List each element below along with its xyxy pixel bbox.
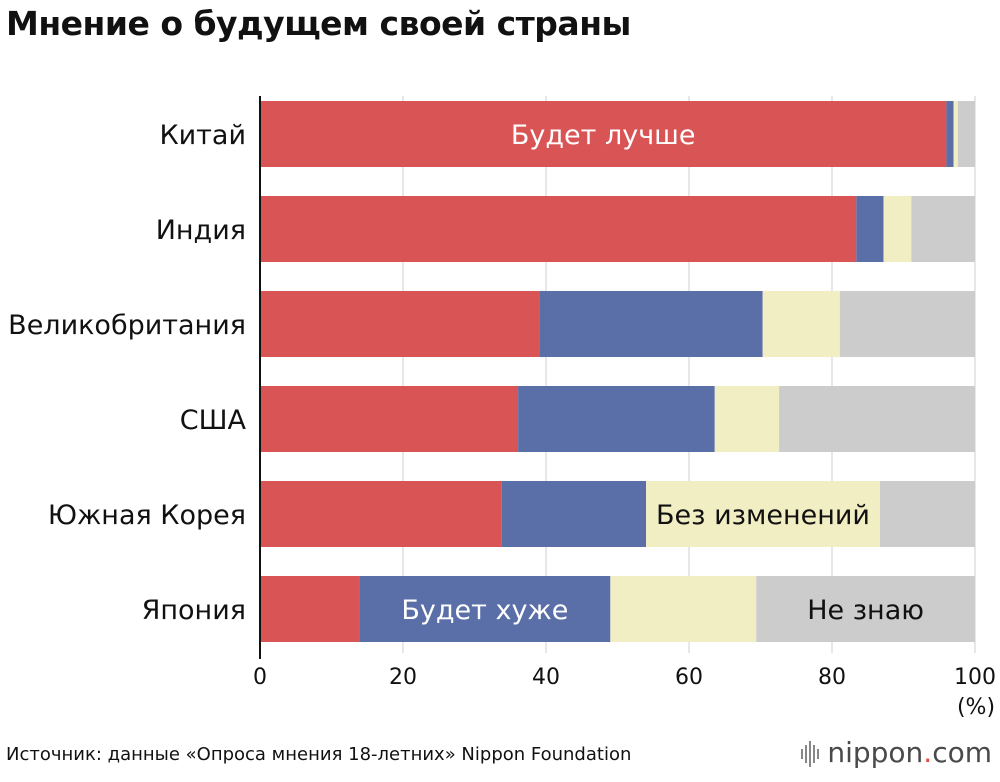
bar-segment bbox=[359, 576, 611, 642]
bar-segment bbox=[883, 196, 912, 262]
category-label: Индия bbox=[156, 215, 246, 246]
category-label: США bbox=[180, 405, 247, 436]
bar-segment bbox=[260, 576, 360, 642]
bars bbox=[260, 101, 975, 642]
bar-segment bbox=[260, 101, 947, 167]
series-label: Не знаю bbox=[807, 595, 924, 626]
source-note: Источник: данные «Опроса мнения 18-летни… bbox=[6, 744, 632, 765]
category-label: Китай bbox=[159, 120, 246, 151]
bar-segment bbox=[260, 386, 519, 452]
x-tick-label: 60 bbox=[675, 665, 703, 690]
bar-segment bbox=[957, 101, 975, 167]
x-tick-label: 0 bbox=[253, 665, 267, 690]
series-label: Будет хуже bbox=[401, 595, 568, 626]
logo-name: nippon bbox=[827, 736, 924, 769]
bar-segment bbox=[714, 386, 780, 452]
bar-segment bbox=[646, 481, 880, 547]
bar-segment bbox=[539, 291, 763, 357]
bar-segment bbox=[779, 386, 975, 452]
category-label: Великобритания bbox=[8, 310, 246, 341]
bar-segment bbox=[260, 291, 540, 357]
x-tick-label: 20 bbox=[389, 665, 417, 690]
logo-tld: com bbox=[932, 736, 992, 769]
x-tick-label: 40 bbox=[532, 665, 560, 690]
x-unit-label: (%) bbox=[957, 695, 995, 720]
series-label: Будет лучше bbox=[511, 120, 696, 151]
bar-segment bbox=[762, 291, 840, 357]
bar-segment bbox=[260, 196, 857, 262]
bar-segment bbox=[260, 481, 502, 547]
bar-segment bbox=[946, 101, 954, 167]
gridlines bbox=[402, 96, 976, 653]
x-tick-label: 100 bbox=[954, 665, 996, 690]
series-label: Без изменений bbox=[656, 500, 870, 531]
bar-segment bbox=[953, 101, 958, 167]
bar-segment bbox=[879, 481, 975, 547]
axes: 0 20 40 60 80 100 (%) bbox=[253, 96, 996, 720]
logo-dot: . bbox=[923, 736, 933, 769]
nippon-logo: nippon.com bbox=[801, 736, 992, 769]
bar-segment bbox=[501, 481, 647, 547]
x-tick-label: 80 bbox=[818, 665, 846, 690]
bar-segment bbox=[856, 196, 884, 262]
bar-segment bbox=[839, 291, 975, 357]
category-label: Южная Корея bbox=[48, 500, 246, 531]
logo-bars-icon bbox=[801, 741, 820, 767]
chart-title: Мнение о будущем своей страны bbox=[6, 4, 631, 43]
category-label: Япония bbox=[142, 595, 246, 626]
labels: Китай Индия Великобритания США Южная Корея Яп… bbox=[8, 120, 924, 626]
bar-segment bbox=[756, 576, 975, 642]
bar-segment bbox=[911, 196, 975, 262]
bar-segment bbox=[610, 576, 757, 642]
bar-segment bbox=[518, 386, 715, 452]
